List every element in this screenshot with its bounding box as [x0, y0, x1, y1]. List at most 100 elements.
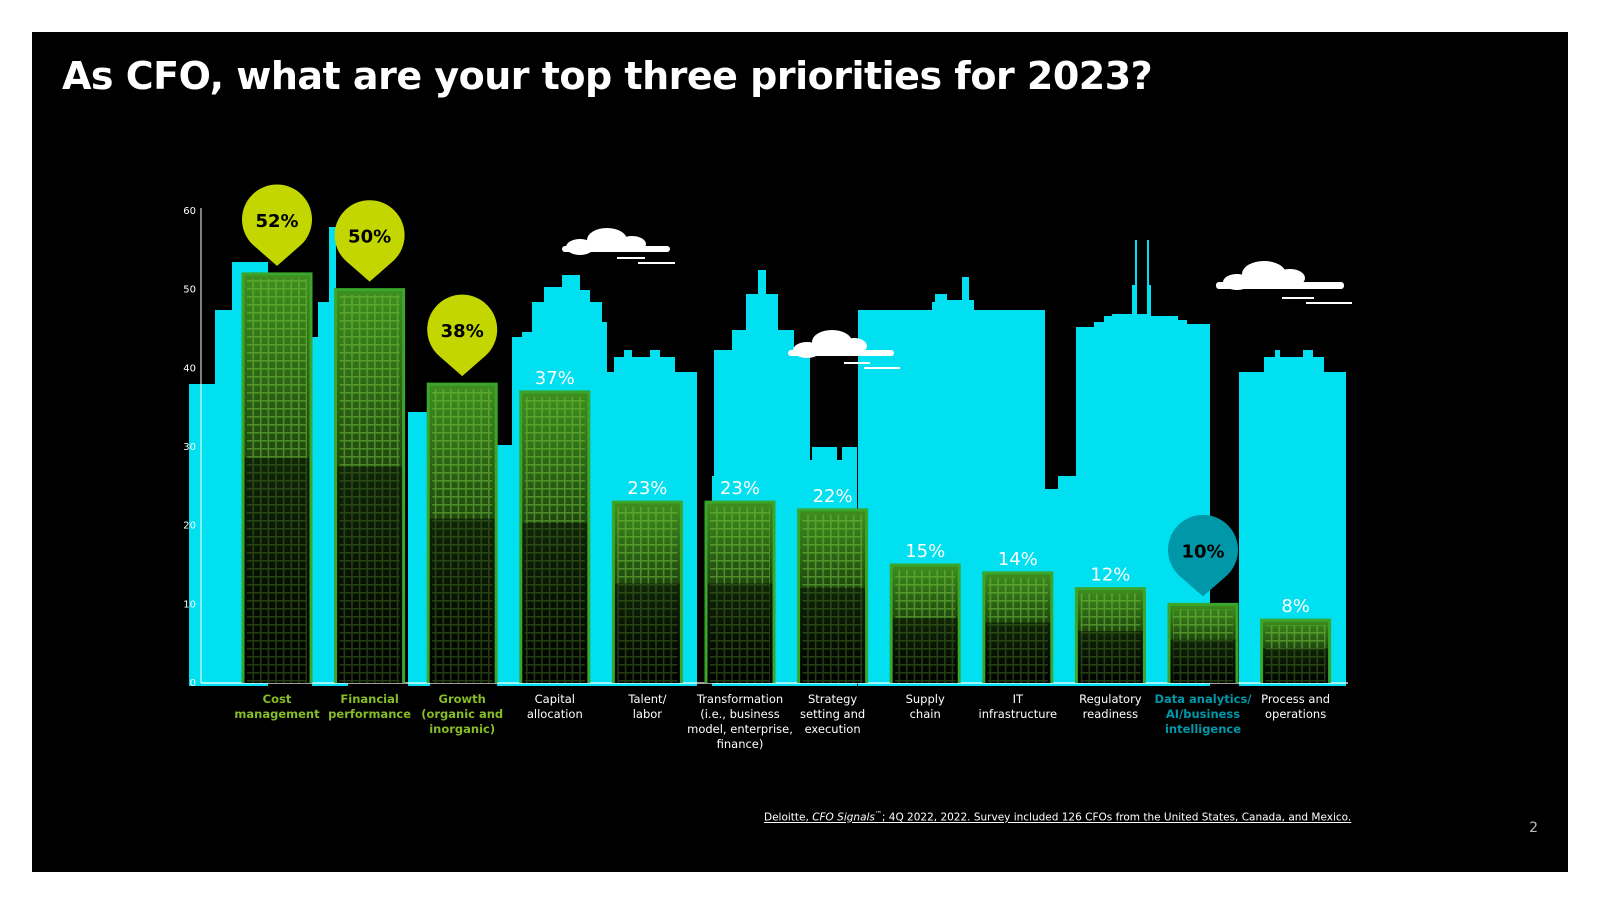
value-label: 22%	[813, 486, 853, 507]
bar-outline	[1260, 618, 1332, 683]
category-labels-layer: Cost management Financial performance Growth…	[234, 692, 1330, 751]
bar-outline	[241, 272, 313, 683]
bar-shade	[983, 622, 1052, 683]
bar-windows	[432, 389, 493, 683]
bar-group	[1074, 587, 1146, 683]
bar-outline	[797, 508, 869, 683]
y-tick-label: 20	[183, 521, 196, 532]
value-pin: 50%	[334, 200, 405, 282]
bar-group	[797, 508, 869, 683]
bar-outline	[1167, 602, 1239, 683]
bar-shade	[706, 583, 774, 683]
bar-windows	[339, 294, 400, 683]
bar-outline	[982, 571, 1054, 683]
bar-windows	[1173, 609, 1233, 683]
bar-group	[1167, 602, 1239, 683]
bar-group	[334, 288, 406, 683]
bar-windows	[617, 507, 678, 683]
category-label: IT infrastructure	[979, 692, 1058, 721]
bar-shade	[891, 618, 960, 683]
slide: As CFO, what are your top three prioriti…	[32, 32, 1568, 872]
source-suffix: ; 4Q 2022, 2022. Survey included 126 CFO…	[881, 811, 1352, 824]
value-pin: 10%	[1168, 514, 1238, 597]
category-label: Process and operations	[1261, 692, 1330, 721]
value-label: 8%	[1281, 596, 1310, 617]
source-prefix: Deloitte,	[764, 811, 813, 824]
bar-group	[426, 382, 498, 683]
value-pin: 52%	[242, 184, 312, 266]
bar-windows	[710, 507, 770, 683]
bar-outline	[611, 500, 683, 683]
bar-windows	[524, 396, 585, 683]
category-label: Talent/labor	[627, 692, 666, 721]
bar-shade	[1261, 648, 1330, 683]
bar-shade	[1076, 631, 1145, 683]
pin-marker	[1168, 514, 1238, 597]
clouds	[562, 228, 1352, 369]
value-labels-layer: 37% 23% 23% 22% 15% 14% 12% 8%	[535, 368, 1310, 617]
bar-outline	[889, 563, 961, 683]
source-trademark: ™	[874, 810, 882, 818]
y-tick-label: 10	[183, 599, 196, 610]
bar-shade	[243, 458, 311, 683]
value-label: 38%	[441, 321, 484, 342]
bar-shade	[335, 466, 404, 683]
category-label: Regulatory readiness	[1079, 692, 1142, 721]
y-tick-label: 40	[183, 363, 196, 374]
bar-group	[519, 390, 591, 683]
priorities-chart: 0 10 20 30 40 50 60 37% 23% 23% 22% 15% 14% 12% 8% 52…	[183, 184, 1352, 751]
category-label: Growth (organic and inorganic)	[421, 692, 503, 736]
value-label: 50%	[348, 227, 391, 248]
category-label: Financial performance	[328, 692, 411, 721]
value-label: 10%	[1181, 541, 1224, 562]
pins-layer: 52% 50% 38% 10%	[242, 184, 1238, 597]
bar-windows	[987, 577, 1048, 683]
category-label: Strategy setting and execution	[800, 692, 865, 736]
bar-windows	[1080, 593, 1141, 683]
pin-marker	[242, 184, 312, 266]
value-pin: 38%	[427, 294, 498, 377]
bar-shade	[428, 518, 497, 683]
bar-outline	[1074, 587, 1146, 683]
bar-outline	[426, 382, 498, 683]
y-tick-label: 30	[183, 442, 196, 453]
value-label: 23%	[627, 478, 667, 499]
bar-outline	[704, 500, 776, 683]
value-label: 52%	[255, 211, 298, 232]
value-label: 15%	[905, 541, 945, 562]
pin-marker	[427, 294, 498, 377]
value-label: 37%	[535, 368, 575, 389]
bar-shade	[520, 522, 589, 683]
category-label: Cost management	[234, 692, 320, 721]
bar-outline	[334, 288, 406, 683]
category-label: Data analytics/AI/business intelligence	[1154, 692, 1252, 736]
y-tick-label: 0	[190, 678, 196, 689]
value-label: 14%	[998, 549, 1038, 570]
bar-windows	[1265, 625, 1326, 683]
category-label: Supply chain	[906, 692, 945, 721]
bar-group	[1260, 618, 1332, 683]
value-label: 12%	[1090, 565, 1130, 586]
y-tick-label: 50	[183, 285, 196, 296]
bar-windows	[247, 278, 307, 683]
bar-shade	[1169, 639, 1237, 683]
source-title: CFO Signals	[812, 811, 875, 824]
page-title: As CFO, what are your top three prioriti…	[62, 54, 1153, 98]
category-label: Transformation (i.e., business model, ente…	[687, 692, 793, 751]
source-citation[interactable]: Deloitte, CFO Signals™; 4Q 2022, 2022. S…	[764, 810, 1351, 824]
bar-windows	[895, 570, 956, 683]
bar-group	[611, 500, 683, 683]
bar-group	[982, 571, 1054, 683]
bar-group	[704, 500, 776, 683]
bar-shade	[613, 583, 682, 683]
bar-windows	[802, 514, 863, 683]
category-label: Capital allocation	[527, 692, 583, 721]
bar-shade	[798, 587, 867, 683]
value-label: 23%	[720, 478, 760, 499]
bar-outline	[519, 390, 591, 683]
cloud-1	[562, 228, 675, 264]
bars-layer	[241, 272, 1332, 683]
cloud-3	[1216, 261, 1352, 304]
pin-marker	[334, 200, 405, 282]
bar-group	[241, 272, 313, 683]
